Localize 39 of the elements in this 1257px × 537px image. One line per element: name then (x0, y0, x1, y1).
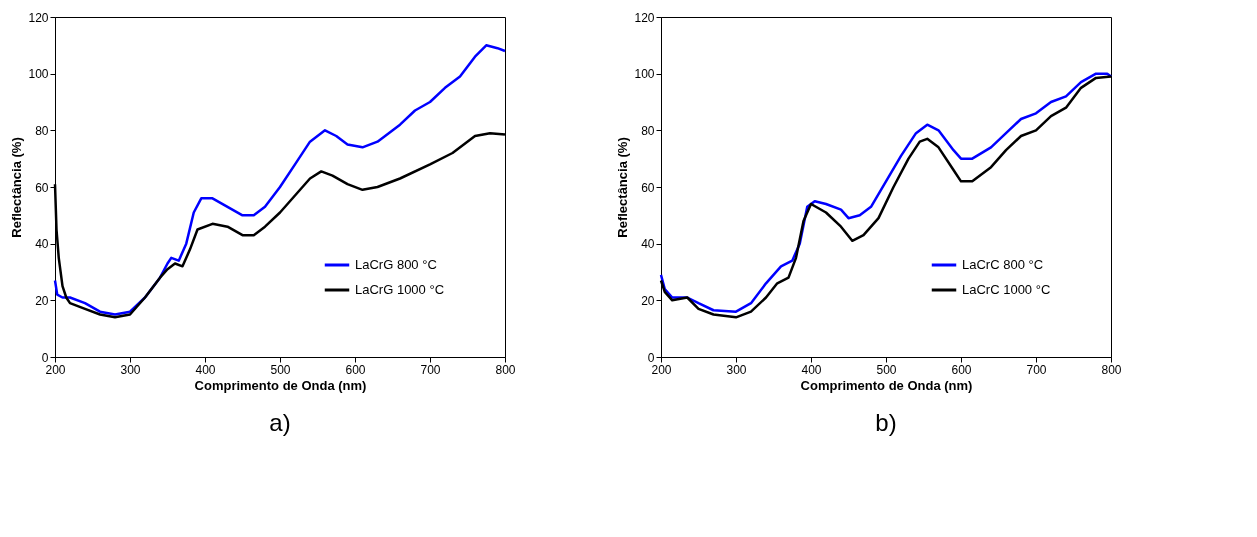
x-tick-label: 800 (1101, 362, 1122, 377)
legend-label: LaCrC 800 °C (962, 257, 1044, 272)
x-tick-label: 300 (120, 362, 141, 377)
x-tick-label: 700 (420, 362, 441, 377)
x-tick-label: 600 (951, 362, 972, 377)
y-tick-label: 60 (35, 180, 49, 195)
y-tick-label: 100 (634, 67, 655, 82)
legend-label: LaCrG 1000 °C (355, 282, 445, 297)
y-tick-label: 40 (641, 237, 655, 252)
y-tick-label: 120 (28, 10, 49, 25)
x-axis-title: Comprimento de Onda (nm) (800, 377, 973, 393)
y-tick-label: 20 (641, 293, 655, 308)
text: b) (875, 409, 897, 436)
y-tick-label: 100 (28, 67, 49, 82)
y-tick-label: 0 (41, 350, 49, 365)
y-tick-label: 0 (647, 350, 655, 365)
y-tick-label: 20 (35, 293, 49, 308)
x-tick-label: 300 (726, 362, 747, 377)
x-tick-label: 400 (801, 362, 822, 377)
x-tick-label: 700 (1026, 362, 1047, 377)
y-tick-label: 40 (35, 237, 49, 252)
legend-label: LaCrG 800 °C (355, 257, 437, 272)
line-series (53, 44, 507, 316)
y-tick-label: 80 (35, 123, 49, 138)
x-tick-label: 500 (876, 362, 897, 377)
x-tick-label: 500 (270, 362, 291, 377)
y-tick-label: 120 (634, 10, 655, 25)
y-axis-title: Reflectância (%) (9, 137, 25, 238)
text: a) (269, 409, 291, 436)
y-tick-label: 80 (641, 123, 655, 138)
x-tick-label: 200 (651, 362, 672, 377)
x-tick-label: 800 (495, 362, 516, 377)
y-axis-title: Reflectância (%) (615, 137, 631, 238)
legend-label: LaCrC 1000 °C (962, 282, 1051, 297)
x-tick-label: 400 (195, 362, 216, 377)
x-tick-label: 600 (345, 362, 366, 377)
x-axis-title: Comprimento de Onda (nm) (194, 377, 367, 393)
y-tick-label: 60 (641, 180, 655, 195)
x-tick-label: 200 (45, 362, 66, 377)
